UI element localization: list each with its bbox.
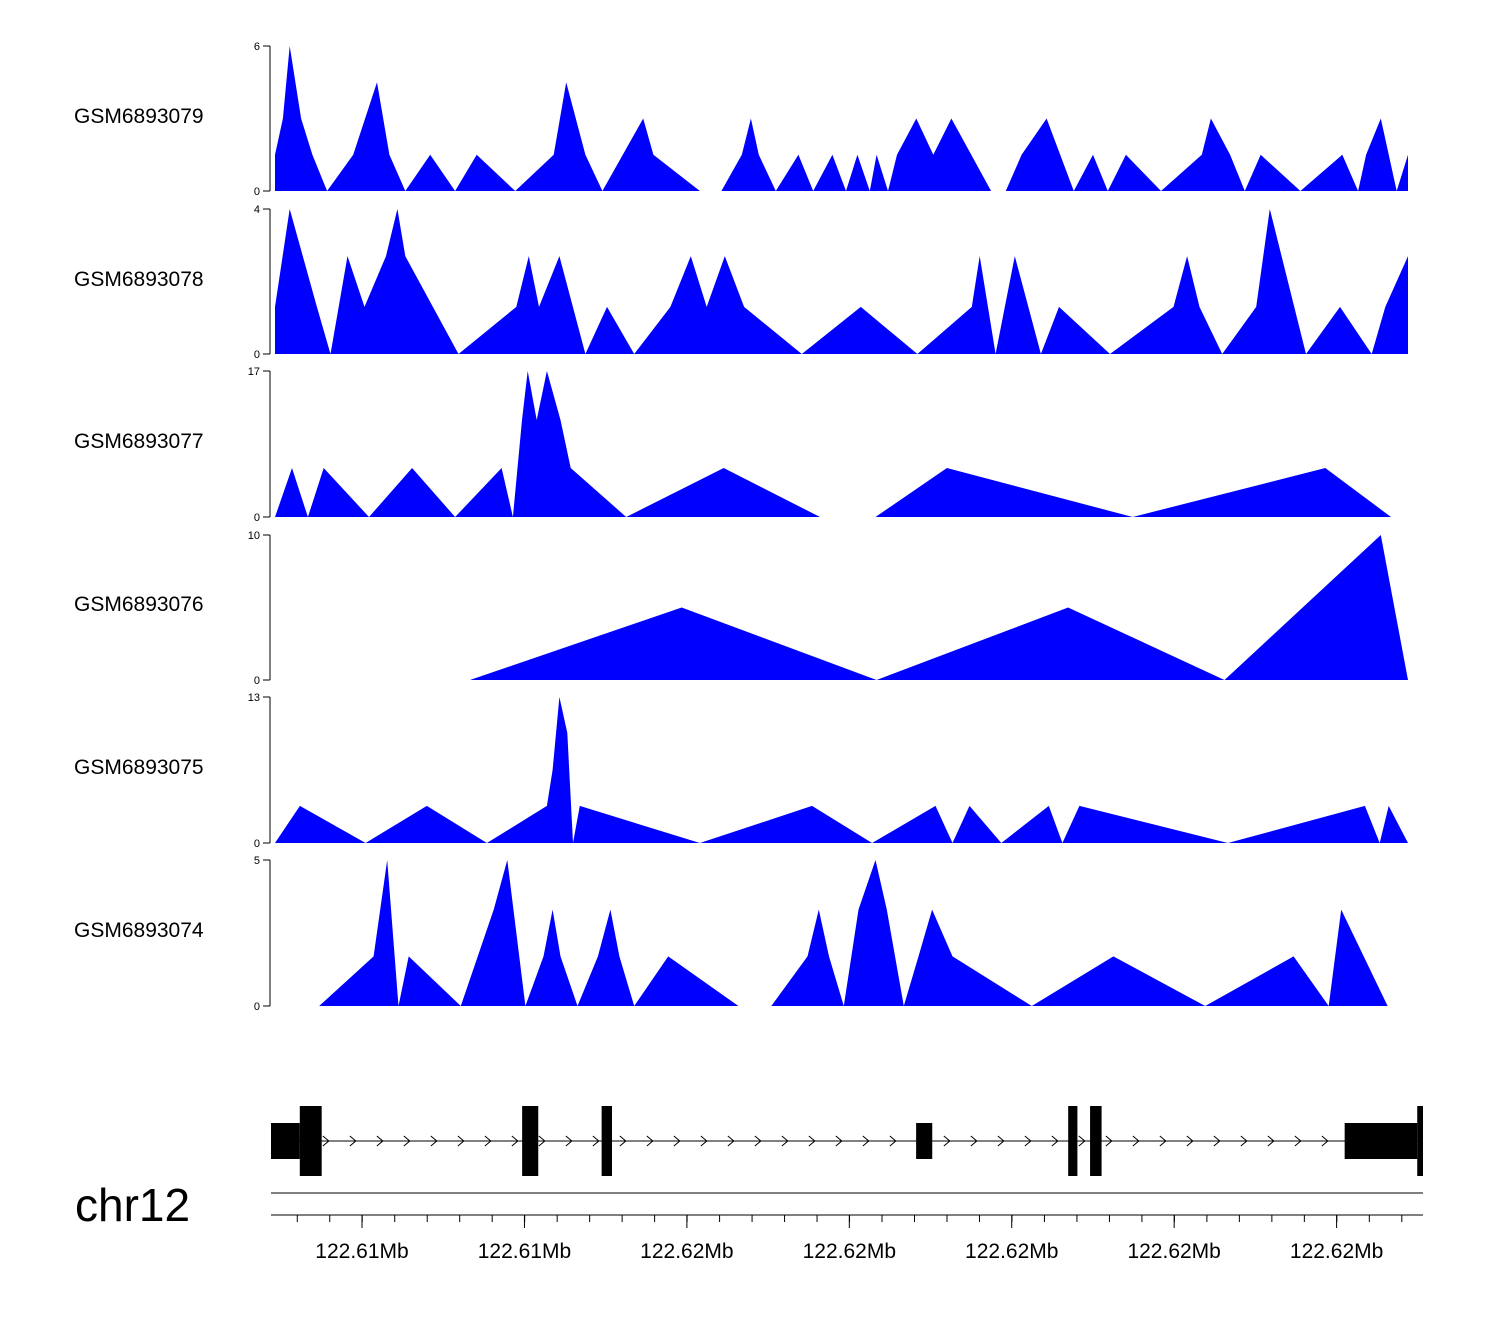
strand-arrow: [1159, 1135, 1167, 1147]
y-tick-label-min-GSM6893078: 0: [254, 349, 260, 361]
strand-arrow: [1321, 1135, 1329, 1147]
strand-arrow: [997, 1135, 1005, 1147]
exon-7: [1344, 1123, 1418, 1159]
strand-arrow: [511, 1135, 519, 1147]
strand-arrow: [835, 1135, 843, 1147]
strand-arrow: [727, 1135, 735, 1147]
axis-tick-label-6: 122.62Mb: [1290, 1240, 1383, 1263]
exon-6: [1090, 1106, 1102, 1176]
strand-arrow: [970, 1135, 978, 1147]
y-tick-label-min-GSM6893074: 0: [254, 1001, 260, 1013]
strand-arrow: [1024, 1135, 1032, 1147]
chromosome-label: chr12: [75, 1179, 191, 1231]
coverage-area-GSM6893075: [275, 697, 1408, 843]
track-label-GSM6893075: GSM6893075: [74, 756, 204, 779]
strand-arrow: [673, 1135, 681, 1147]
exon-8: [1417, 1106, 1423, 1176]
y-tick-label-min-GSM6893077: 0: [254, 512, 260, 524]
coverage-area-GSM6893076: [469, 535, 1409, 680]
strand-arrow: [1267, 1135, 1275, 1147]
strand-arrow: [808, 1135, 816, 1147]
strand-arrow: [754, 1135, 762, 1147]
strand-arrow: [484, 1135, 492, 1147]
track-label-GSM6893076: GSM6893076: [74, 593, 204, 616]
y-tick-label-max-GSM6893078: 4: [254, 204, 260, 216]
strand-arrow: [1294, 1135, 1302, 1147]
strand-arrow: [781, 1135, 789, 1147]
strand-arrow: [646, 1135, 654, 1147]
strand-arrow: [1213, 1135, 1221, 1147]
track-label-GSM6893074: GSM6893074: [74, 919, 204, 942]
track-label-GSM6893077: GSM6893077: [74, 430, 204, 453]
track-label-GSM6893078: GSM6893078: [74, 268, 204, 291]
exon-3: [601, 1106, 612, 1176]
strand-arrow: [592, 1135, 600, 1147]
strand-arrow: [538, 1135, 546, 1147]
y-tick-label-min-GSM6893075: 0: [254, 838, 260, 850]
axis-tick-label-4: 122.62Mb: [965, 1240, 1058, 1263]
coverage-area-GSM6893079: [275, 46, 1408, 191]
axis-tick-label-3: 122.62Mb: [803, 1240, 896, 1263]
y-tick-label-min-GSM6893076: 0: [254, 675, 260, 687]
coverage-area-GSM6893078: [275, 209, 1408, 354]
strand-arrow: [1051, 1135, 1059, 1147]
strand-arrow: [430, 1135, 438, 1147]
strand-arrow: [457, 1135, 465, 1147]
strand-arrow: [403, 1135, 411, 1147]
strand-arrow: [376, 1135, 384, 1147]
strand-arrow: [619, 1135, 627, 1147]
y-tick-label-max-GSM6893076: 10: [248, 530, 260, 542]
coverage-area-GSM6893077: [275, 371, 1392, 517]
strand-arrow: [1078, 1135, 1086, 1147]
strand-arrow: [1240, 1135, 1248, 1147]
axis-tick-label-0: 122.61Mb: [315, 1240, 408, 1263]
strand-arrow: [862, 1135, 870, 1147]
strand-arrow: [1186, 1135, 1194, 1147]
y-tick-label-min-GSM6893079: 0: [254, 186, 260, 198]
coverage-area-GSM6893074: [319, 860, 1388, 1006]
y-tick-label-max-GSM6893075: 13: [248, 692, 260, 704]
exon-4: [916, 1123, 933, 1159]
strand-arrow: [322, 1135, 330, 1147]
y-tick-label-max-GSM6893074: 5: [254, 855, 260, 867]
strand-arrow: [1105, 1135, 1113, 1147]
exon-1: [299, 1106, 322, 1176]
axis-tick-label-1: 122.61Mb: [478, 1240, 571, 1263]
exon-5: [1068, 1106, 1078, 1176]
axis-tick-label-5: 122.62Mb: [1127, 1240, 1220, 1263]
exon-2: [522, 1106, 539, 1176]
strand-arrow: [1132, 1135, 1140, 1147]
strand-arrow: [889, 1135, 897, 1147]
strand-arrow: [943, 1135, 951, 1147]
axis-tick-label-2: 122.62Mb: [640, 1240, 733, 1263]
y-tick-label-max-GSM6893079: 6: [254, 41, 260, 53]
track-label-GSM6893079: GSM6893079: [74, 105, 204, 128]
exon-0: [271, 1123, 300, 1159]
strand-arrow: [700, 1135, 708, 1147]
strand-arrow: [565, 1135, 573, 1147]
strand-arrow: [349, 1135, 357, 1147]
y-tick-label-max-GSM6893077: 17: [248, 366, 260, 378]
